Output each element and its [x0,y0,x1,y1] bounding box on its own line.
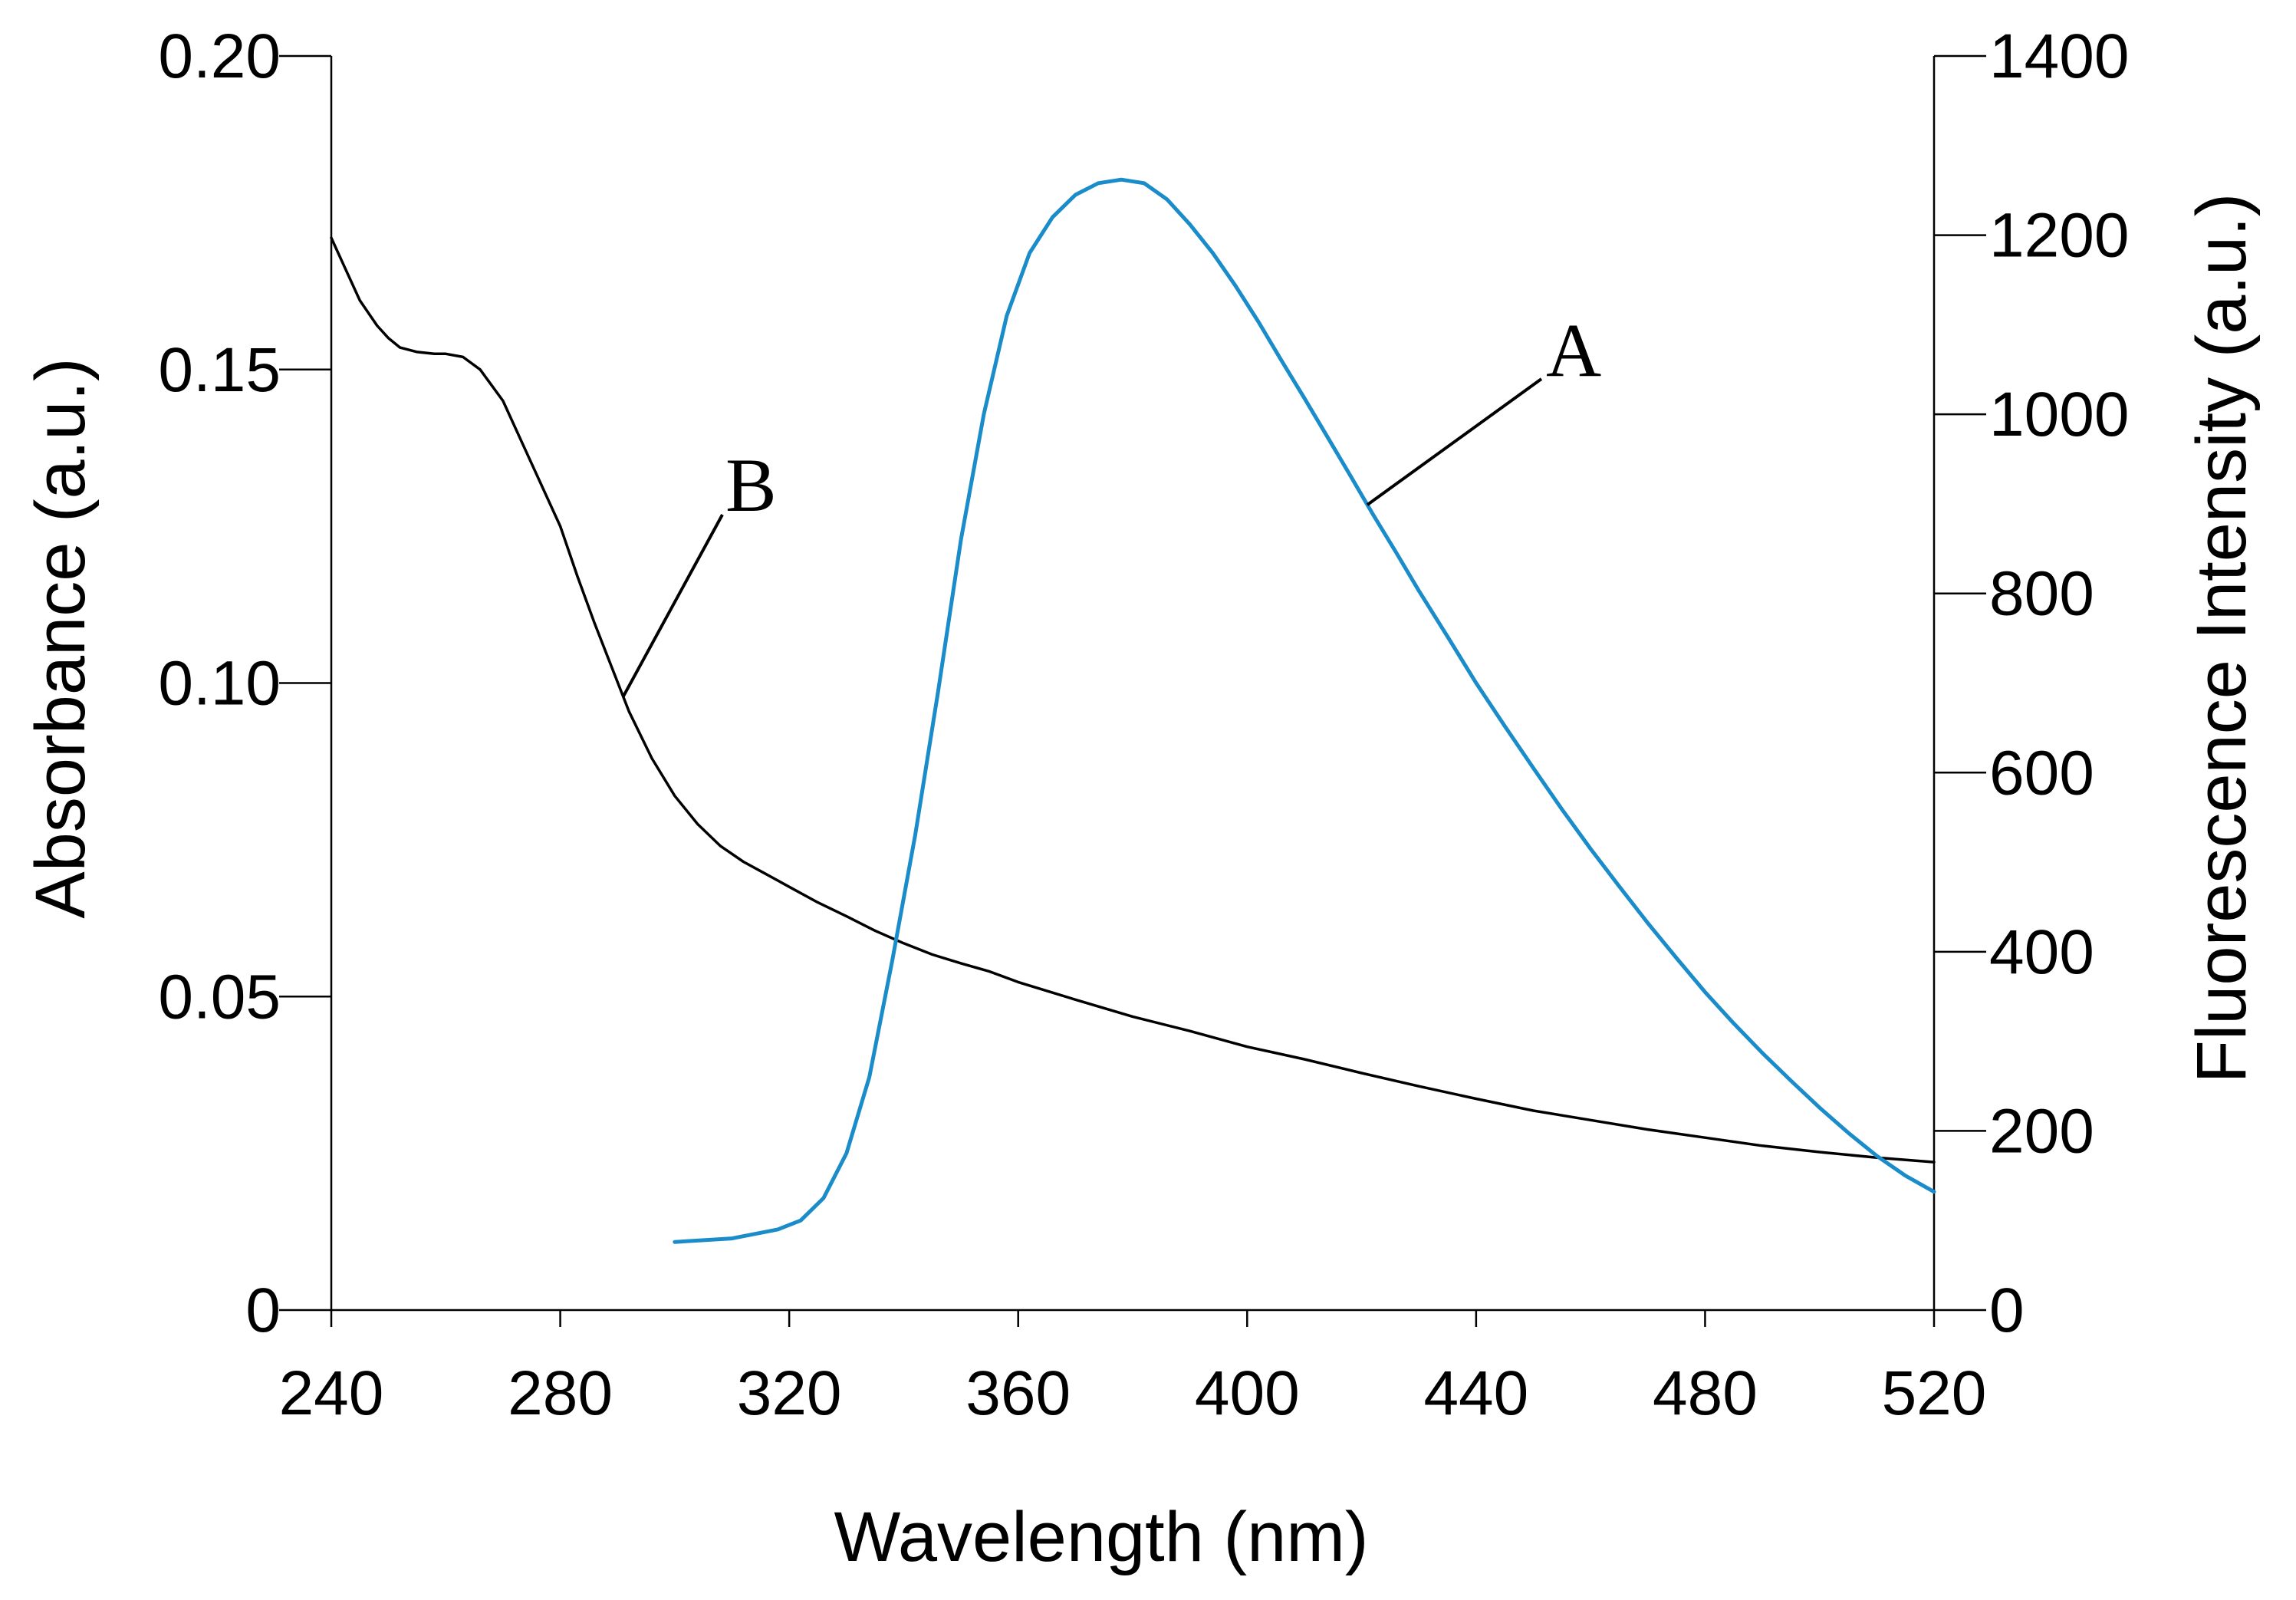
right-y-ticks: 0 200 400 600 800 1000 1200 1400 [1934,21,2129,1345]
x-tick-label: 520 [1882,1358,1987,1428]
left-y-axis-title: Absorbance (a.u.) [21,357,100,918]
annotation-b-leader [621,514,724,698]
annotation-b-label: B [725,443,777,528]
annotation-a-leader [1366,377,1543,506]
series-line-b [330,236,1936,1164]
x-tick-label: 280 [508,1358,613,1428]
right-y-tick-label: 800 [1989,559,2094,629]
right-y-tick-label: 1400 [1989,21,2129,91]
left-y-tick-label: 0.20 [158,21,281,91]
left-y-ticks: 0 0.05 0.10 0.15 0.20 [158,21,331,1345]
x-tick-label: 360 [965,1358,1071,1428]
right-y-tick-label: 200 [1989,1096,2094,1166]
x-tick-label: 480 [1653,1358,1758,1428]
series-layer [330,177,1936,1244]
x-tick-label: 400 [1195,1358,1300,1428]
x-tick-label: 240 [279,1358,384,1428]
right-y-tick-label: 0 [1989,1276,2025,1345]
x-tick-label: 320 [737,1358,842,1428]
right-y-tick-label: 1200 [1989,201,2129,271]
annotation-a-label: A [1546,308,1601,393]
right-y-tick-label: 1000 [1989,380,2129,449]
left-y-tick-label: 0.05 [158,962,281,1032]
right-y-tick-label: 400 [1989,917,2094,987]
annotation-layer: AB [621,308,1601,698]
x-ticks: 240 280 320 360 400 440 480 520 [279,1310,1987,1428]
left-y-tick-label: 0.10 [158,649,281,719]
x-axis-title: Wavelength (nm) [834,1498,1368,1576]
right-y-tick-label: 600 [1989,738,2094,808]
x-tick-label: 440 [1423,1358,1528,1428]
right-y-axis-title: Fluorescence Intensity (a.u.) [2183,193,2261,1084]
left-y-tick-label: 0 [245,1276,281,1345]
left-y-tick-label: 0.15 [158,335,281,405]
series-line-a [673,177,1936,1244]
